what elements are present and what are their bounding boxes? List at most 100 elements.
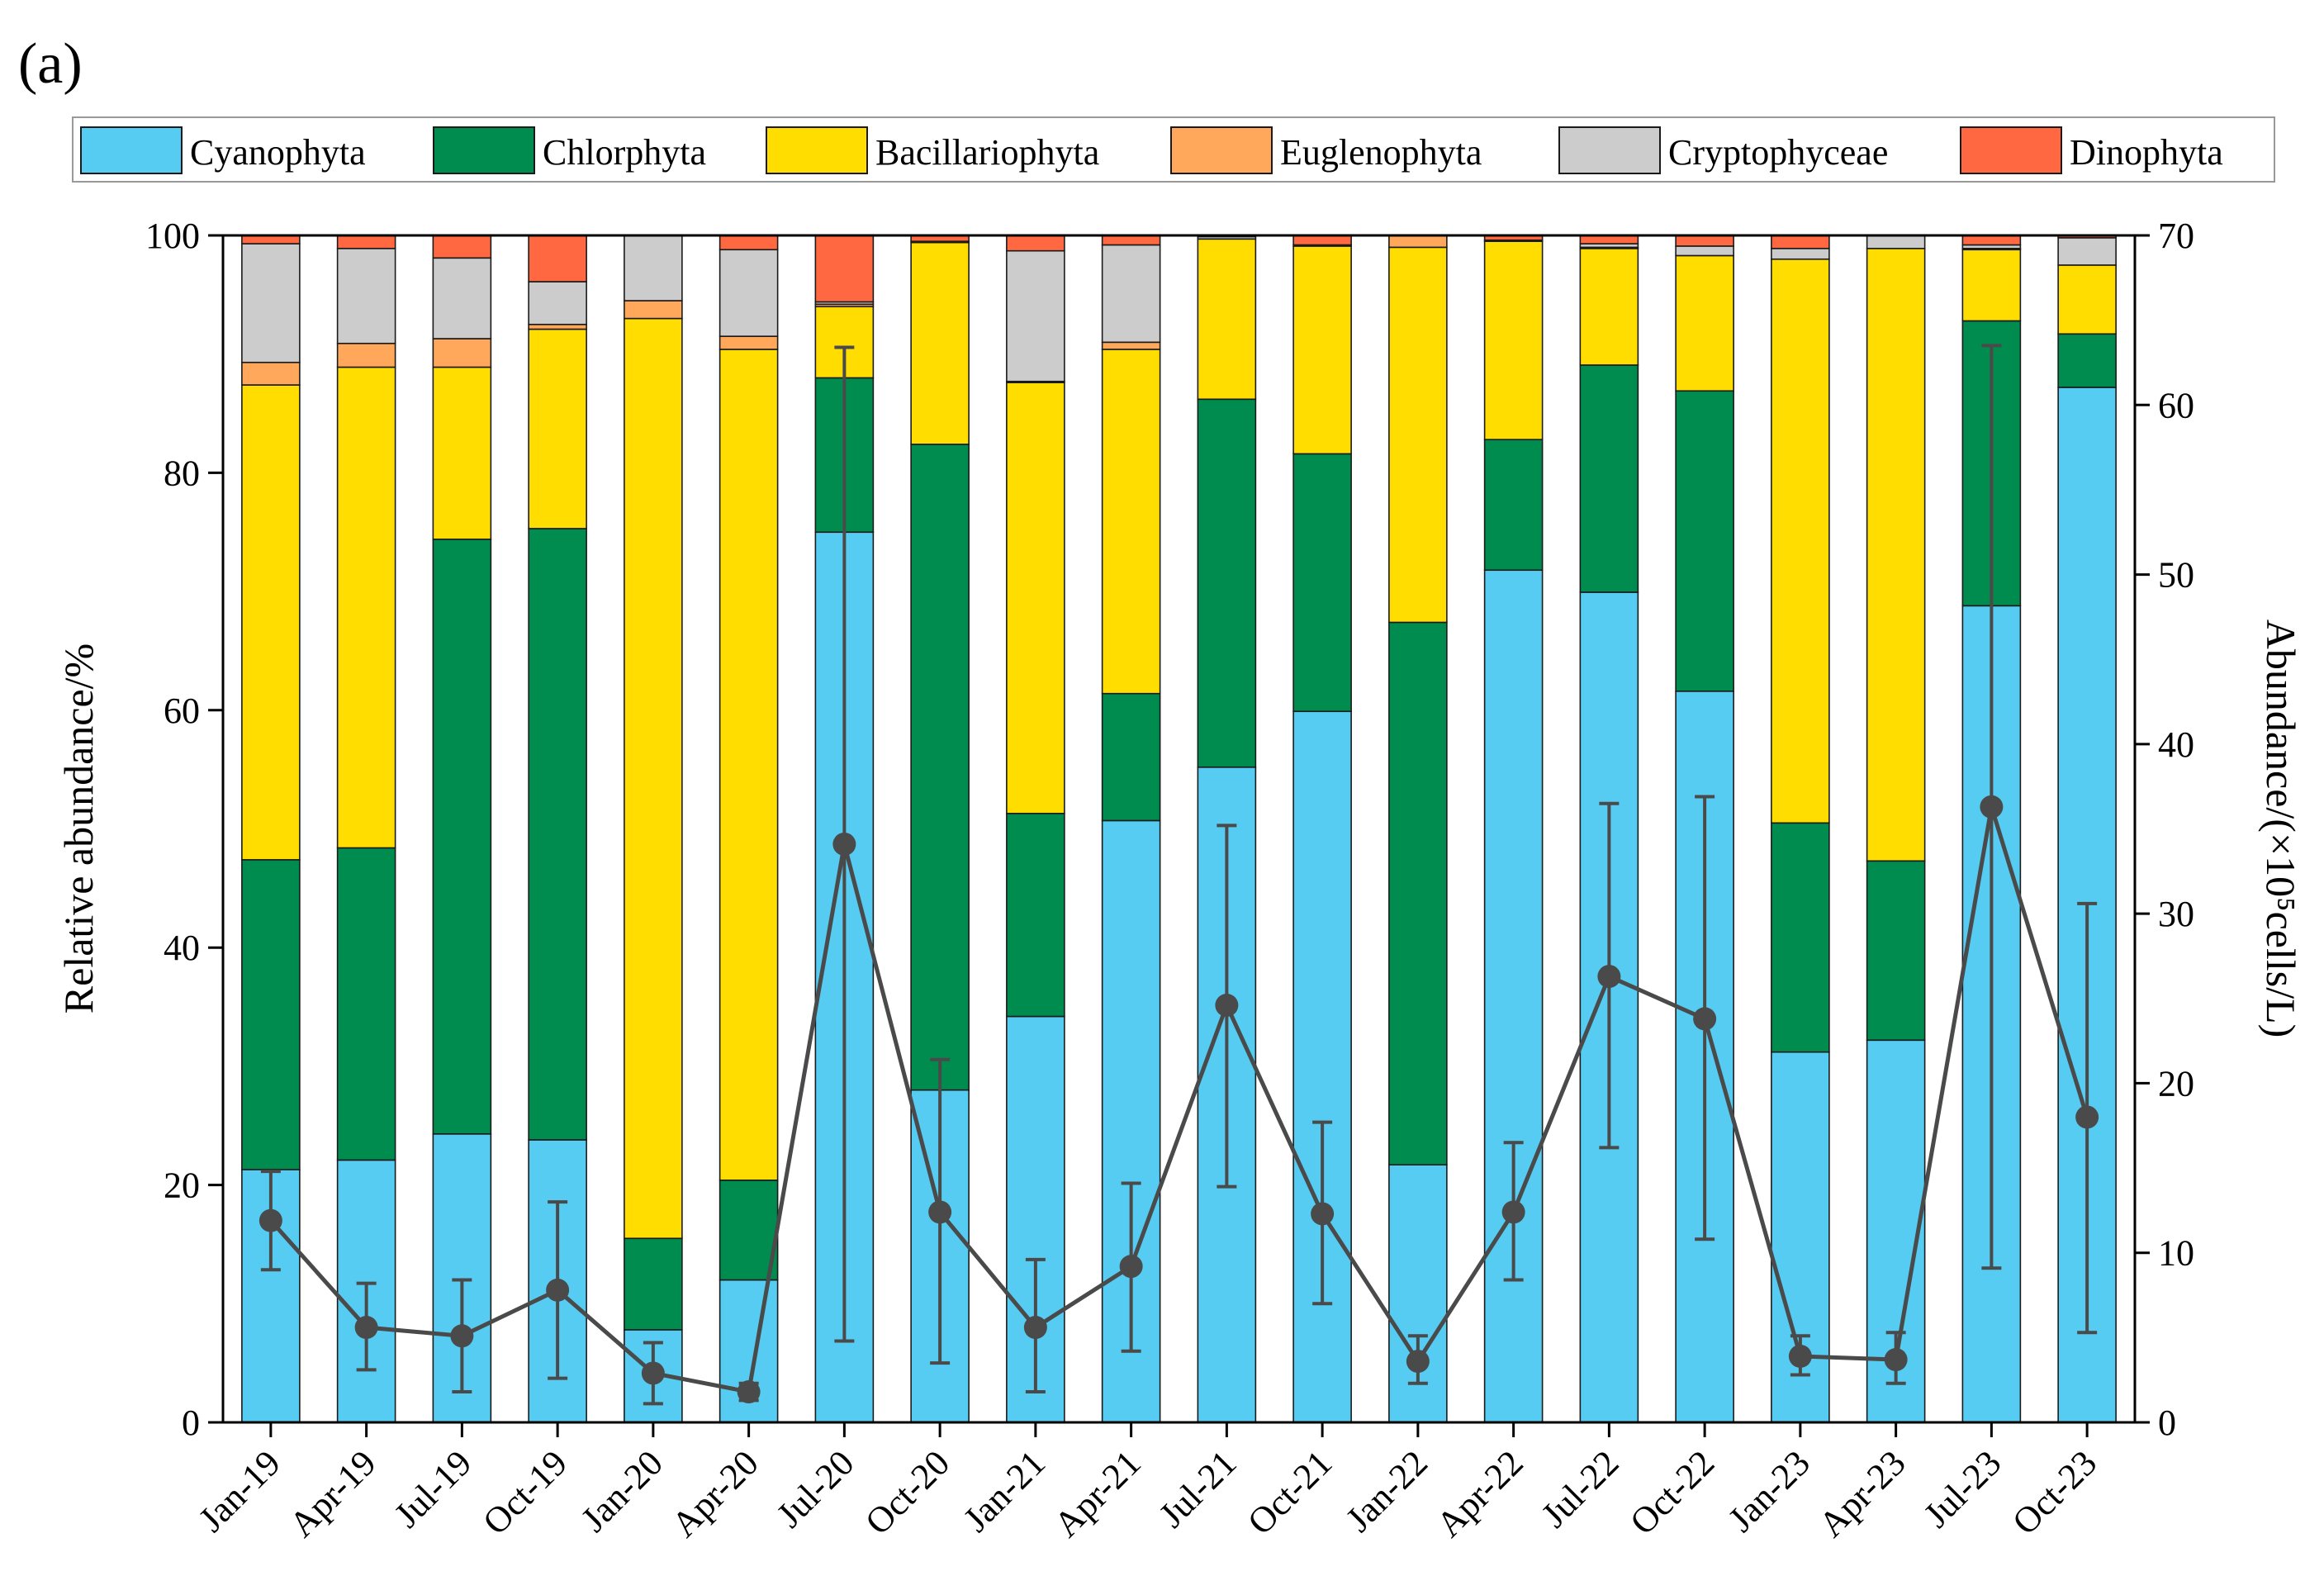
bar-dinophyta-oct-19 bbox=[528, 235, 587, 282]
abundance-point-jan-22 bbox=[1406, 1350, 1430, 1374]
x-tick-label-oct-20: Oct-20 bbox=[857, 1442, 957, 1542]
abundance-point-jul-22 bbox=[1597, 965, 1621, 989]
abundance-point-apr-19 bbox=[354, 1316, 378, 1340]
abundance-point-apr-23 bbox=[1884, 1348, 1908, 1372]
bars-group bbox=[241, 235, 2117, 1423]
bar-chlorphyta-jan-22 bbox=[1388, 621, 1448, 1165]
legend-swatch-cyanophyta bbox=[80, 126, 183, 174]
abundance-point-jan-21 bbox=[1023, 1316, 1047, 1340]
legend-label-chlorphyta: Chlorphyta bbox=[543, 132, 706, 173]
bar-cyanophyta-oct-21 bbox=[1292, 710, 1352, 1423]
abundance-point-jan-23 bbox=[1788, 1344, 1812, 1368]
bar-bacillariophyta-jul-23 bbox=[1961, 249, 2022, 322]
bar-dinophyta-jan-19 bbox=[241, 235, 301, 244]
abundance-point-apr-21 bbox=[1119, 1255, 1143, 1279]
bar-bacillariophyta-oct-20 bbox=[910, 241, 970, 445]
y-tick-label-left-80: 80 bbox=[164, 453, 200, 493]
abundance-point-apr-20 bbox=[737, 1380, 761, 1404]
x-tick-label-jan-19: Jan-19 bbox=[191, 1442, 288, 1540]
x-tick-label-oct-23: Oct-23 bbox=[2004, 1442, 2104, 1542]
bar-bacillariophyta-jul-19 bbox=[432, 366, 492, 540]
bar-chlorphyta-jan-23 bbox=[1771, 822, 1830, 1053]
bar-bacillariophyta-apr-22 bbox=[1483, 240, 1544, 440]
bar-bacillariophyta-apr-19 bbox=[336, 366, 396, 849]
bar-chlorphyta-jul-19 bbox=[432, 539, 492, 1135]
abundance-point-jul-21 bbox=[1215, 993, 1239, 1017]
x-tick-label-jul-21: Jul-21 bbox=[1151, 1442, 1244, 1535]
y-tick-label-right-0: 0 bbox=[2158, 1403, 2176, 1443]
abundance-point-jul-20 bbox=[832, 832, 856, 856]
abundance-point-oct-22 bbox=[1693, 1007, 1717, 1031]
bar-bacillariophyta-apr-21 bbox=[1101, 349, 1161, 695]
bar-cryptophyceae-jan-21 bbox=[1006, 249, 1065, 382]
x-tick-label-apr-21: Apr-21 bbox=[1046, 1442, 1149, 1545]
bar-euglenophyta-apr-19 bbox=[336, 342, 396, 368]
bar-dinophyta-apr-21 bbox=[1101, 235, 1161, 246]
bar-chlorphyta-oct-21 bbox=[1292, 453, 1352, 713]
x-tick-label-apr-23: Apr-23 bbox=[1811, 1442, 1914, 1545]
bar-euglenophyta-jan-20 bbox=[624, 300, 683, 320]
bar-chlorphyta-oct-22 bbox=[1675, 390, 1734, 692]
bar-chlorphyta-apr-20 bbox=[719, 1180, 779, 1281]
legend-label-cyanophyta: Cyanophyta bbox=[190, 132, 366, 173]
y-tick-label-left-60: 60 bbox=[164, 691, 200, 731]
y-tick-label-right-30: 30 bbox=[2158, 894, 2194, 934]
bar-euglenophyta-oct-19 bbox=[528, 323, 587, 330]
bar-cryptophyceae-jul-19 bbox=[432, 257, 492, 339]
x-tick-label-jul-19: Jul-19 bbox=[387, 1442, 479, 1535]
bar-bacillariophyta-jul-22 bbox=[1579, 248, 1639, 366]
y-tick-label-left-0: 0 bbox=[182, 1403, 200, 1443]
bar-euglenophyta-jul-19 bbox=[432, 338, 492, 368]
bar-bacillariophyta-apr-23 bbox=[1866, 248, 1926, 862]
y-tick-label-right-50: 50 bbox=[2158, 555, 2194, 596]
y-tick-label-right-60: 60 bbox=[2158, 385, 2194, 425]
legend: Cyanophyta Chlorphyta Bacillariophyta Eugle… bbox=[72, 116, 2275, 183]
bar-cryptophyceae-oct-23 bbox=[2057, 237, 2117, 266]
bar-dinophyta-jan-23 bbox=[1771, 235, 1830, 249]
abundance-point-jan-20 bbox=[641, 1361, 665, 1385]
x-tick-label-jan-23: Jan-23 bbox=[1720, 1442, 1818, 1540]
bar-euglenophyta-apr-20 bbox=[719, 335, 779, 350]
bar-cryptophyceae-apr-23 bbox=[1866, 235, 1926, 249]
abundance-line-group bbox=[258, 344, 2099, 1406]
bar-bacillariophyta-jan-22 bbox=[1388, 246, 1448, 624]
bar-cryptophyceae-jan-20 bbox=[624, 235, 683, 301]
bar-chlorphyta-jul-22 bbox=[1579, 364, 1639, 593]
bar-chlorphyta-jan-19 bbox=[241, 859, 301, 1170]
abundance-point-oct-23 bbox=[2075, 1105, 2099, 1129]
bar-chlorphyta-apr-19 bbox=[336, 847, 396, 1161]
bar-chlorphyta-oct-19 bbox=[528, 528, 587, 1141]
panel-label: (a) bbox=[18, 32, 83, 96]
bar-chlorphyta-apr-21 bbox=[1101, 692, 1161, 822]
legend-swatch-dinophyta bbox=[1960, 126, 2062, 174]
y-tick-label-left-100: 100 bbox=[145, 216, 200, 256]
bar-chlorphyta-jan-21 bbox=[1006, 813, 1065, 1018]
abundance-point-jul-23 bbox=[1980, 795, 2004, 819]
bar-bacillariophyta-jan-20 bbox=[624, 317, 683, 1240]
bar-bacillariophyta-jan-21 bbox=[1006, 382, 1065, 814]
bar-bacillariophyta-oct-22 bbox=[1675, 254, 1734, 392]
bar-cryptophyceae-apr-20 bbox=[719, 249, 779, 337]
abundance-point-oct-19 bbox=[546, 1278, 570, 1302]
bar-cryptophyceae-jan-23 bbox=[1771, 248, 1830, 260]
x-tick-label-oct-19: Oct-19 bbox=[475, 1442, 575, 1542]
y-tick-label-right-10: 10 bbox=[2158, 1233, 2194, 1274]
bar-cryptophyceae-apr-19 bbox=[336, 248, 396, 344]
bar-bacillariophyta-jul-21 bbox=[1197, 238, 1257, 401]
y-axis-title-left: Relative abundance/% bbox=[55, 643, 102, 1013]
bar-cryptophyceae-oct-19 bbox=[528, 281, 587, 325]
legend-label-bacillariophyta: Bacillariophyta bbox=[875, 132, 1099, 173]
bar-euglenophyta-apr-21 bbox=[1101, 341, 1161, 350]
bar-dinophyta-apr-20 bbox=[719, 235, 779, 251]
x-tick-label-jan-22: Jan-22 bbox=[1338, 1442, 1435, 1540]
bar-bacillariophyta-jan-23 bbox=[1771, 258, 1830, 824]
bar-bacillariophyta-apr-20 bbox=[719, 349, 779, 1181]
x-tick-label-jan-20: Jan-20 bbox=[573, 1442, 671, 1540]
x-tick-label-oct-21: Oct-21 bbox=[1240, 1442, 1340, 1542]
x-tick-label-apr-20: Apr-20 bbox=[664, 1442, 766, 1545]
bar-chlorphyta-jan-20 bbox=[624, 1237, 683, 1331]
abundance-line bbox=[269, 806, 2089, 1394]
legend-swatch-chlorphyta bbox=[433, 126, 535, 174]
y-axis-title-right: Abundance/(×10⁵cells/L) bbox=[2258, 619, 2304, 1038]
abundance-point-oct-20 bbox=[928, 1200, 952, 1224]
